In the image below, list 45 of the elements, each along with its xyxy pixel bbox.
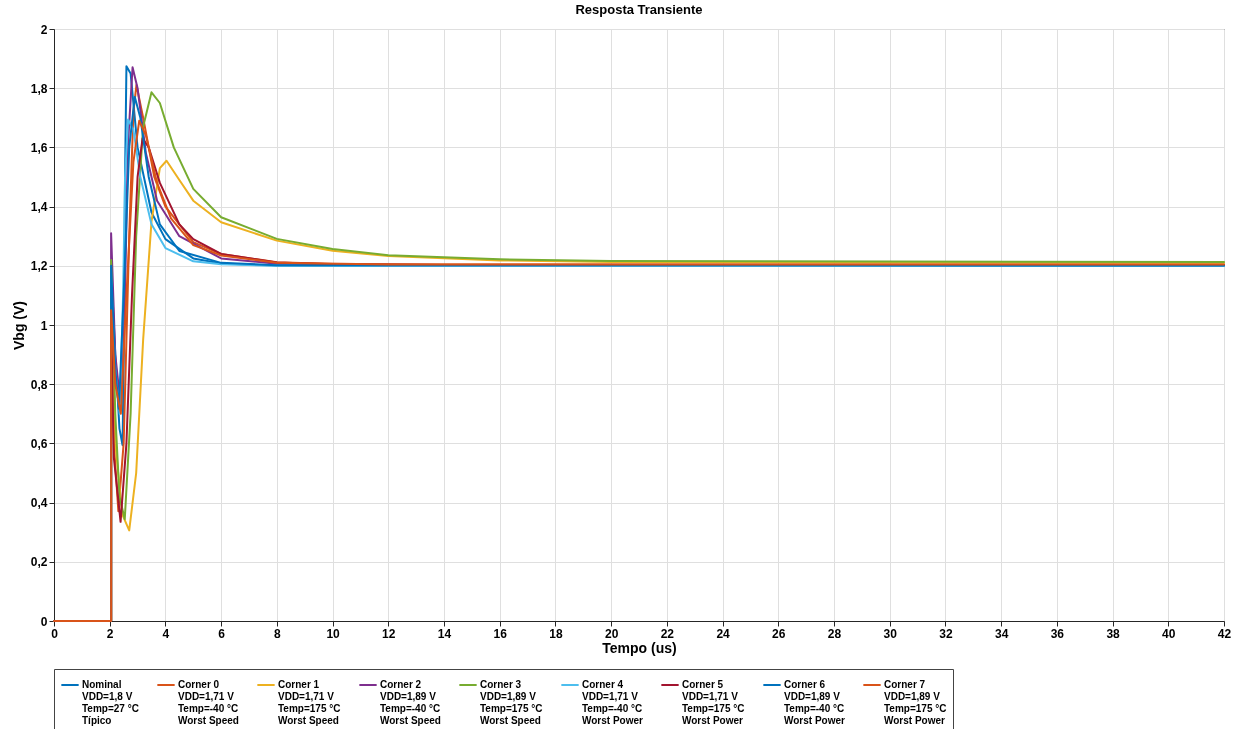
x-tick-label: 42 [1217,626,1232,641]
x-tick-label: 32 [939,626,953,641]
y-tick-label: 0,4 [30,496,48,511]
x-tick-label: 38 [1106,626,1121,641]
y-tick-label: 0,2 [30,555,48,570]
y-tick-label: 0,8 [30,377,48,392]
legend-label: Corner 7 VDD=1,89 V Temp=175 °C Worst Power [884,679,947,726]
x-tick-label: 26 [772,626,786,641]
x-tick-label: 20 [604,626,619,641]
x-tick-label: 8 [274,626,282,641]
x-tick-label: 28 [827,626,842,641]
x-tick-label: 0 [51,626,59,641]
x-tick-label: 2 [106,626,114,641]
y-tick-label: 1,8 [30,81,48,96]
x-tick-label: 22 [660,626,675,641]
legend-label: Corner 5 VDD=1,71 V Temp=175 °C Worst Power [682,679,745,726]
y-tick-label: 2 [40,22,48,37]
x-tick-label: 34 [994,626,1009,641]
x-tick-label: 40 [1162,626,1176,641]
x-axis-title: Tempo (us) [602,639,677,656]
x-tick-label: 36 [1050,626,1065,641]
x-tick-label: 30 [883,626,898,641]
x-tick-label: 24 [716,626,731,641]
x-tick-label: 18 [549,626,563,641]
y-tick-label: 0,6 [30,436,48,451]
y-tick-label: 1,2 [30,259,48,274]
legend-label: Corner 3 VDD=1,89 V Temp=175 °C Worst Speed [480,679,543,726]
y-tick-label: 0 [40,614,48,629]
y-tick-label: 1 [40,318,48,333]
y-axis-title: Vbg (V) [10,301,27,350]
x-tick-label: 16 [493,626,508,641]
legend-label: Corner 1 VDD=1,71 V Temp=175 °C Worst Speed [278,679,341,726]
legend-label: Corner 2 VDD=1,89 V Temp=-40 °C Worst Speed [380,679,441,726]
chart-title: Resposta Transiente [575,2,703,17]
y-tick-label: 1,4 [30,200,48,215]
x-tick-label: 10 [326,626,341,641]
x-tick-label: 6 [218,626,226,641]
x-tick-label: 14 [437,626,452,641]
x-tick-label: 4 [162,626,170,641]
legend-label: Corner 4 VDD=1,71 V Temp=-40 °C Worst Power [582,679,644,726]
legend-label: Corner 0 VDD=1,71 V Temp=-40 °C Worst Speed [178,679,239,726]
legend-label: Corner 6 VDD=1,89 V Temp=-40 °C Worst Power [784,679,846,726]
x-tick-label: 12 [382,626,396,641]
y-tick-label: 1,6 [30,140,48,155]
legend-label: Nominal VDD=1,8 V Temp=27 °C Típico [82,679,139,726]
